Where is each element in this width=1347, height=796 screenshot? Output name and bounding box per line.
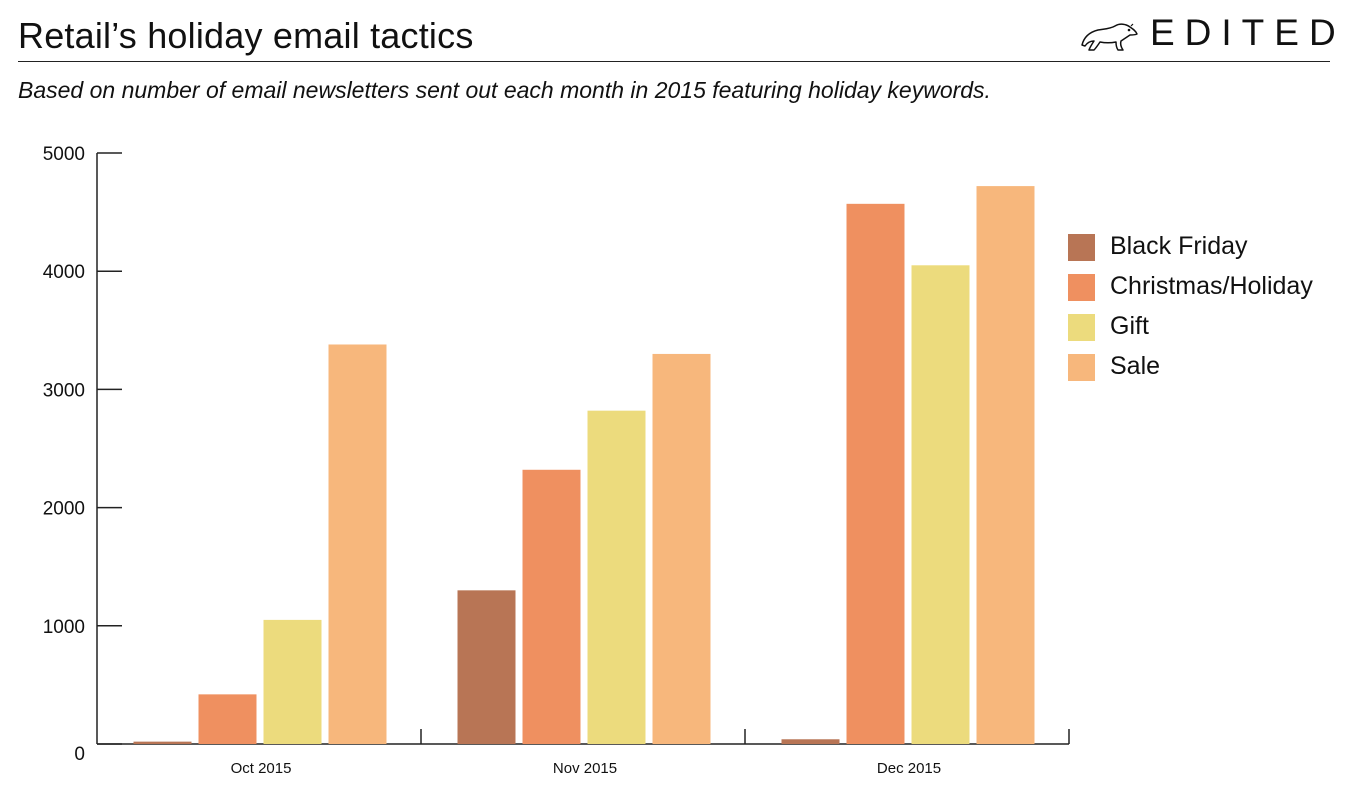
bar-gift-nov-2015 [587,410,646,744]
bar-black-friday-oct-2015 [133,741,192,744]
chart-subtitle: Based on number of email newsletters sen… [18,77,991,103]
bar-black-friday-nov-2015 [457,590,516,744]
x-tick-label-dec-2015: Dec 2015 [877,760,941,777]
brand-name: EDITED [1150,12,1346,53]
bar-gift-dec-2015 [911,265,970,744]
legend-swatch-black-friday [1068,234,1095,261]
brand-logo: EDITED [1076,11,1336,55]
bar-series [133,186,1035,745]
x-axis: Oct 2015 Nov 2015 Dec 2015 [97,729,1070,777]
bar-sale-dec-2015 [976,186,1035,744]
legend-item-black-friday: Black Friday [1068,228,1338,268]
bar-sale-oct-2015 [328,344,387,744]
legend-label-gift: Gift [1110,312,1149,340]
bar-gift-oct-2015 [263,619,322,744]
y-tick-label: 2000 [43,499,85,520]
y-tick-label: 3000 [43,380,85,401]
polar-bear-icon [1081,23,1138,51]
legend-label-christmas-holiday: Christmas/Holiday [1110,272,1313,300]
chart-title: Retail’s holiday email tactics [18,15,474,56]
x-tick-label-nov-2015: Nov 2015 [553,760,617,777]
legend-item-gift: Gift [1068,308,1338,348]
legend-swatch-sale [1068,354,1095,381]
x-axis-ticks: Oct 2015 Nov 2015 Dec 2015 [231,729,1070,777]
bar-christmas-holiday-oct-2015 [198,694,257,744]
legend: Black Friday Christmas/Holiday Gift Sale [1068,228,1338,388]
bar-black-friday-dec-2015 [781,739,840,744]
y-tick-label: 4000 [43,262,85,283]
legend-label-sale: Sale [1110,352,1161,380]
bar-christmas-holiday-dec-2015 [846,203,905,745]
y-axis: 0 1000 2000 3000 4000 5000 [43,144,122,765]
bar-sale-nov-2015 [652,353,711,744]
legend-item-christmas-holiday: Christmas/Holiday [1068,268,1338,308]
x-tick-label-oct-2015: Oct 2015 [231,760,292,777]
legend-swatch-gift [1068,314,1095,341]
title-divider [18,61,1330,62]
legend-swatch-christmas-holiday [1068,274,1095,301]
legend-label-black-friday: Black Friday [1110,232,1248,260]
legend-item-sale: Sale [1068,348,1338,388]
y-tick-label: 1000 [43,617,85,638]
y-tick-label: 5000 [43,144,85,165]
y-tick-label: 0 [74,744,85,765]
bar-christmas-holiday-nov-2015 [522,469,581,744]
y-axis-ticks: 0 1000 2000 3000 4000 5000 [43,144,122,765]
